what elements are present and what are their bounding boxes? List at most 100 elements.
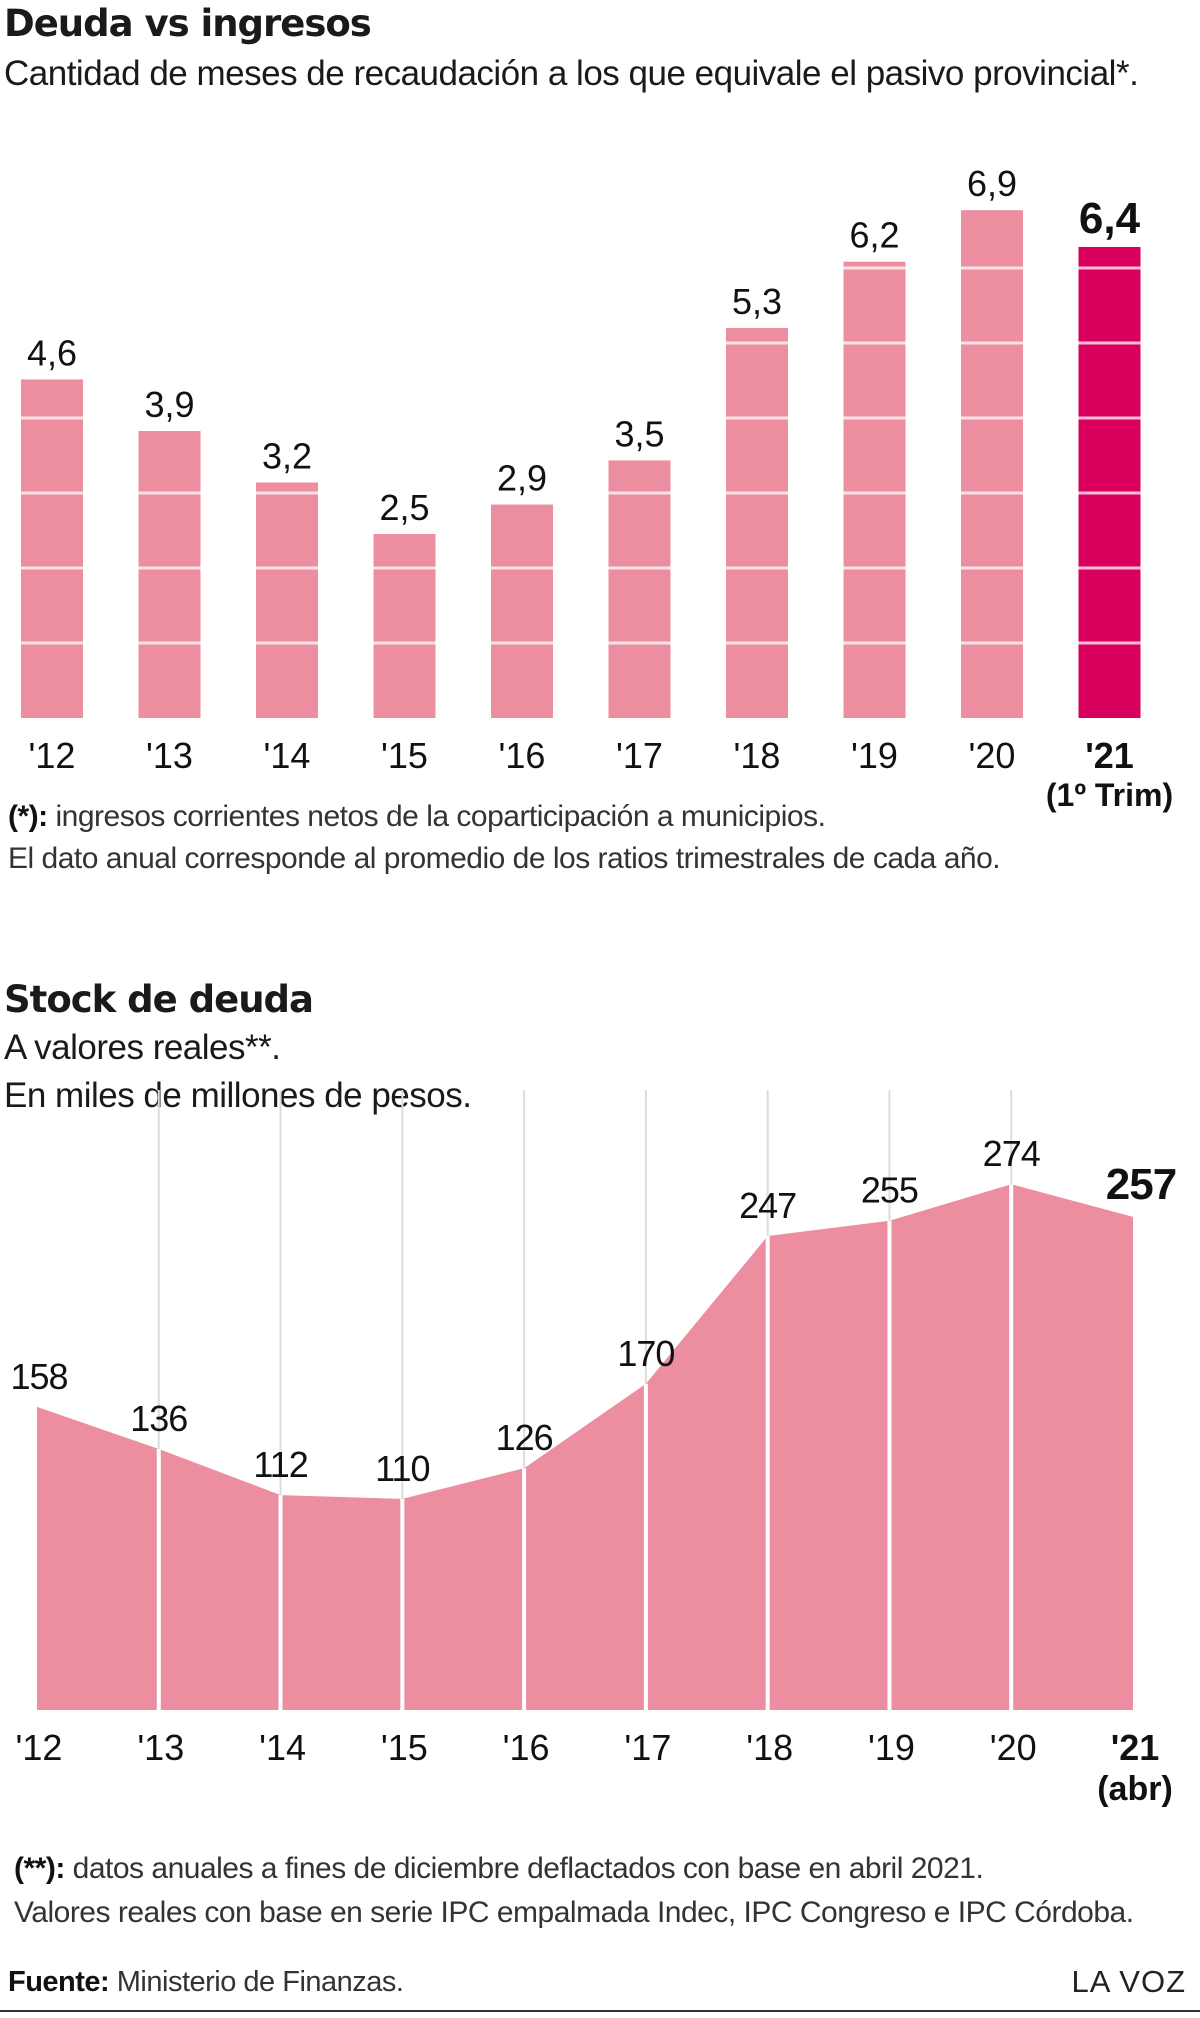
bar-value-label-3: 2,5 [379,487,429,528]
bar-grid-3-1 [373,641,436,645]
bar-7 [843,261,906,718]
chart2-footnote: (**): datos anuales a fines de diciembre… [14,1852,984,1886]
bar-grid-9-1 [1078,641,1141,645]
source-note: Fuente: Ministerio de Finanzas. [8,1966,404,1999]
bar-tick-label-6: '18 [734,735,781,776]
bar-grid-1-2 [138,566,201,570]
bar-grid-8-6 [961,266,1023,270]
chart1-footnote-text: ingresos corrientes netos de la copartic… [47,800,826,833]
bar-grid-9-3 [1078,491,1141,495]
bar-tick-label-1: '13 [146,735,193,776]
bar-grid-0-3 [21,491,83,495]
area-tick-label-1: '13 [137,1727,184,1768]
bar-grid-8-1 [961,641,1023,645]
bar-grid-5-2 [608,566,671,570]
area-chart: 158 '12 136 '13 112 '14 110 '15 126 '16 170 '17 247 '… [10,1090,1177,1808]
bar-grid-9-2 [1078,566,1141,570]
area-value-label-3: 110 [375,1448,429,1489]
area-value-label-9: 257 [1106,1160,1176,1209]
bar-grid-7-3 [843,491,906,495]
bar-tick-label-4: '16 [499,735,546,776]
bar-tick-label-5: '17 [616,735,663,776]
bar-tick-label-3: '15 [381,735,428,776]
area-tick-label-0: '12 [16,1727,63,1768]
bar-grid-6-1 [726,641,788,645]
bar-grid-9-6 [1078,266,1141,270]
area-value-label-4: 126 [496,1417,553,1458]
bar-grid-6-5 [726,341,788,345]
bar-grid-8-5 [961,341,1023,345]
chart1-footnote: (*): ingresos corrientes netos de la cop… [8,800,826,834]
chart2-footnote-text: datos anuales a fines de diciembre defla… [64,1852,984,1885]
bar-grid-7-5 [843,341,906,345]
bar-2 [256,482,318,718]
area-value-label-8: 274 [983,1133,1040,1174]
bar-5 [608,460,671,718]
bar-value-label-5: 3,5 [614,413,664,454]
bar-value-label-9: 6,4 [1079,194,1141,243]
bar-value-label-0: 4,6 [27,332,77,373]
bar-1 [138,430,201,718]
bar-tick-label-7: '19 [851,735,898,776]
bar-grid-2-2 [256,566,318,570]
bar-chart: 4,6 '12 3,9 '13 3,2 '14 2,5 '15 2,9 '16 3,5 '17 5,3 '… [21,163,1173,813]
chart2-footnote-line2: Valores reales con base en serie IPC emp… [14,1896,1134,1929]
bar-value-label-6: 5,3 [732,281,782,322]
bar-value-label-1: 3,9 [144,384,194,425]
source-label: Fuente: [8,1966,110,1998]
bar-grid-4-2 [491,566,553,570]
area-value-label-5: 170 [617,1333,674,1374]
bar-tick-label-0: '12 [29,735,76,776]
area-value-label-0: 158 [10,1356,67,1397]
area-tick-label-8: '20 [990,1727,1037,1768]
bar-tick-label-8: '20 [969,735,1016,776]
area-series [37,1184,1133,1710]
bar-4 [491,504,553,718]
area-tick-label-5: '17 [624,1727,671,1768]
bar-grid-9-5 [1078,341,1141,345]
bar-grid-4-1 [491,641,553,645]
area-value-label-1: 136 [130,1398,187,1439]
chart2-subtitle-2: En miles de millones de pesos. [4,1076,472,1115]
area-value-label-2: 112 [253,1444,307,1485]
bar-grid-8-4 [961,416,1023,420]
area-value-label-6: 247 [739,1185,796,1226]
footer-rule [0,2010,1200,2012]
chart2-subtitle-1: A valores reales**. [4,1028,281,1067]
bar-value-label-7: 6,2 [849,215,899,256]
bar-value-label-2: 3,2 [262,435,312,476]
bar-value-label-8: 6,9 [967,163,1017,204]
area-tick-sublabel: (abr) [1097,1770,1173,1808]
bar-grid-8-3 [961,491,1023,495]
chart2-title: Stock de deuda [4,978,314,1021]
bar-grid-7-1 [843,641,906,645]
bar-grid-7-2 [843,566,906,570]
bar-grid-2-3 [256,491,318,495]
area-tick-label-7: '19 [868,1727,915,1768]
bar-6 [726,327,788,718]
chart1-footnote-mark: (*): [8,800,48,833]
chart1-subtitle: Cantidad de meses de recaudación a los q… [4,54,1139,93]
bar-tick-label-9: '21 [1085,735,1134,776]
bar-grid-0-4 [21,416,83,420]
chart1-title: Deuda vs ingresos [4,2,372,45]
bar-grid-8-2 [961,566,1023,570]
bar-value-label-4: 2,9 [497,458,547,499]
bar-grid-5-3 [608,491,671,495]
bar-grid-2-1 [256,641,318,645]
bar-grid-7-6 [843,266,906,270]
bar-grid-0-1 [21,641,83,645]
area-tick-label-4: '16 [503,1727,550,1768]
bar-tick-label-2: '14 [264,735,311,776]
bar-grid-1-1 [138,641,201,645]
bar-grid-3-2 [373,566,436,570]
bar-8 [961,210,1023,718]
bar-grid-9-4 [1078,416,1141,420]
area-tick-label-3: '15 [381,1727,428,1768]
area-value-label-7: 255 [861,1170,918,1211]
bar-0 [21,379,83,718]
bar-grid-6-3 [726,491,788,495]
bar-tick-sublabel: (1º Trim) [1046,777,1173,813]
bar-grid-5-1 [608,641,671,645]
area-tick-label-9: '21 [1111,1727,1160,1768]
